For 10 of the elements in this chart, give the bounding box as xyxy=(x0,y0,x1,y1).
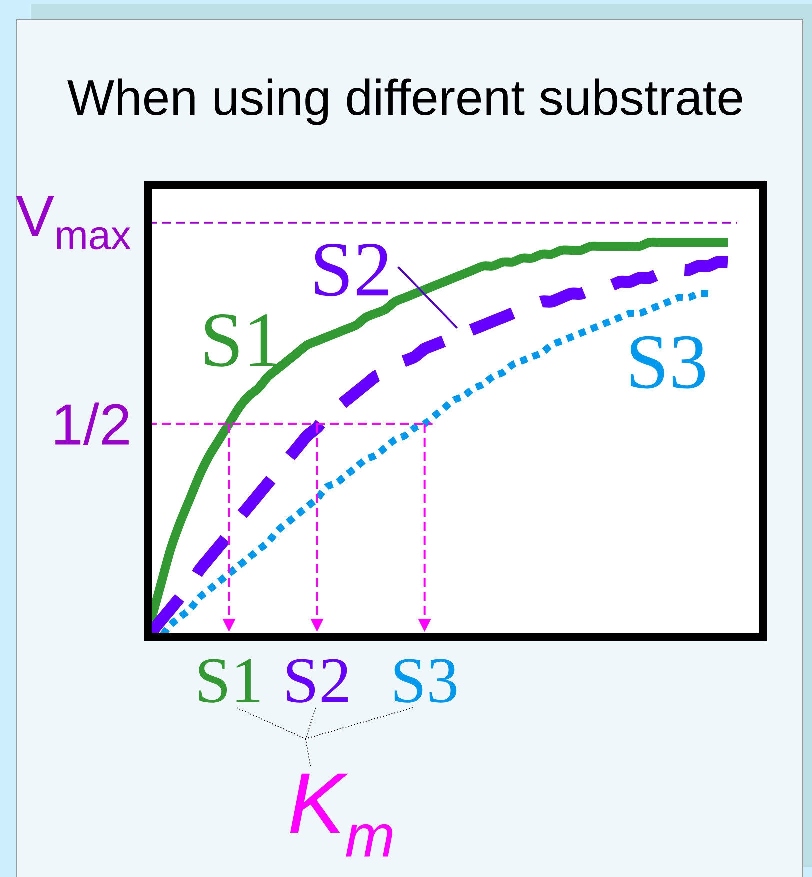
ref-line-label: 1/2 xyxy=(56,402,129,446)
series-label: S3 xyxy=(631,336,706,389)
series-label: S2 xyxy=(315,244,388,296)
text: K$_{m}$ xyxy=(290,774,393,857)
x-tick-label: S3 xyxy=(394,659,457,703)
x-tick-label: S2 xyxy=(287,659,348,703)
ref-line-label: V$_{max}$ xyxy=(16,196,131,250)
series-label: S1 xyxy=(205,314,278,367)
chart-title: When using different substrate xyxy=(68,78,742,126)
x-tick-label: S1 xyxy=(199,659,260,703)
